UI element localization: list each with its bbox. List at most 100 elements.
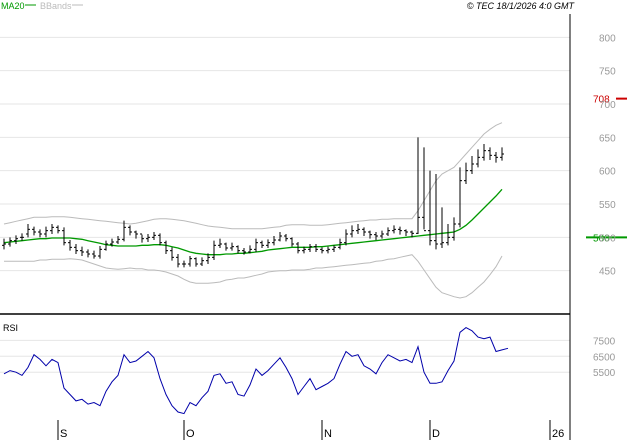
ma20-line bbox=[3, 188, 503, 256]
ohlc-bar bbox=[56, 225, 60, 234]
ohlc-bar bbox=[446, 224, 450, 246]
ohlc-bar bbox=[80, 246, 84, 256]
ohlc-bar bbox=[224, 242, 228, 251]
ohlc-bar bbox=[308, 244, 312, 252]
ohlc-bar bbox=[104, 240, 108, 251]
ohlc-bar bbox=[422, 147, 426, 232]
rsi-title: RSI bbox=[3, 323, 18, 333]
rsi-grid bbox=[0, 339, 570, 373]
ohlc-bar bbox=[440, 207, 444, 248]
ohlc-bar bbox=[386, 227, 390, 236]
ohlc-bar bbox=[188, 256, 192, 267]
ohlc-bar bbox=[470, 156, 474, 174]
ohlc-bar bbox=[314, 244, 318, 252]
ohlc-bar bbox=[458, 167, 462, 228]
ohlc-bar bbox=[248, 245, 252, 254]
ohlc-bar bbox=[254, 238, 258, 252]
ohlc-bar bbox=[146, 234, 150, 242]
ohlc-bar bbox=[290, 237, 294, 247]
ohlc-bar bbox=[404, 229, 408, 236]
ma20-legend: MA20 bbox=[1, 1, 25, 11]
ohlc-bar bbox=[488, 147, 492, 160]
ohlc-bar bbox=[2, 238, 6, 250]
ohlc-bar bbox=[494, 152, 498, 163]
bbands-legend: BBands bbox=[40, 1, 72, 11]
ohlc-bar bbox=[128, 225, 132, 236]
ohlc-bar bbox=[374, 232, 378, 240]
price-grid bbox=[0, 36, 570, 272]
ohlc-bar bbox=[482, 144, 486, 161]
ohlc-bar bbox=[8, 237, 12, 247]
ohlc-bar bbox=[266, 239, 270, 248]
x-tick-label: 26 bbox=[552, 428, 564, 440]
ohlc-bar bbox=[236, 245, 240, 254]
ohlc-bar bbox=[476, 149, 480, 168]
ohlc-bar bbox=[452, 217, 456, 241]
x-tick-label: D bbox=[432, 428, 440, 440]
ohlc-bar bbox=[110, 238, 114, 247]
ohlc-bar bbox=[230, 242, 234, 251]
ohlc-bar bbox=[278, 232, 282, 242]
ohlc-bar bbox=[20, 233, 24, 241]
price-tick-label: 650 bbox=[599, 133, 616, 144]
ohlc-bar bbox=[410, 230, 414, 238]
ohlc-bar bbox=[320, 247, 324, 254]
ohlc-bar bbox=[206, 253, 210, 264]
level-label: 500 bbox=[593, 233, 610, 244]
ohlc-bar bbox=[302, 246, 306, 254]
ohlc-bar bbox=[182, 260, 186, 268]
ohlc-bar bbox=[92, 250, 96, 259]
ohlc-bar bbox=[62, 227, 66, 246]
ohlc-bar bbox=[134, 230, 138, 239]
ohlc-bar bbox=[434, 174, 438, 250]
price-tick-label: 700 bbox=[599, 100, 616, 111]
bb-lower-line bbox=[4, 254, 503, 299]
ohlc-bar bbox=[362, 227, 366, 236]
price-tick-label: 800 bbox=[599, 33, 616, 44]
ohlc-bar bbox=[398, 226, 402, 235]
ohlc-bar bbox=[86, 249, 90, 258]
ohlc-bar bbox=[152, 232, 156, 240]
ohlc-bar bbox=[296, 242, 300, 254]
ohlc-bar bbox=[344, 229, 348, 246]
ohlc-bar bbox=[176, 254, 180, 268]
ohlc-bar bbox=[272, 236, 276, 246]
ohlc-bar bbox=[464, 162, 468, 184]
ohlc-bar bbox=[338, 238, 342, 250]
price-tick-label: 500 bbox=[599, 233, 616, 244]
ohlc-bar bbox=[38, 229, 42, 238]
ohlc-bar bbox=[218, 238, 222, 248]
price-axis: 800 750 700 650 600 550 500 450 bbox=[599, 33, 616, 277]
price-levels: 708 500 bbox=[586, 95, 627, 244]
ohlc-bar bbox=[500, 147, 504, 161]
ohlc-bar bbox=[116, 236, 120, 244]
ohlc-bar bbox=[200, 257, 204, 266]
ohlc-bar bbox=[368, 230, 372, 239]
rsi-tick-label: 7500 bbox=[593, 336, 616, 347]
rsi-tick-label: 5500 bbox=[593, 368, 616, 379]
bollinger-bands bbox=[3, 122, 503, 299]
ohlc-bar bbox=[326, 246, 330, 254]
ohlc-bar bbox=[74, 244, 78, 254]
price-tick-label: 750 bbox=[599, 67, 616, 78]
ohlc-bar bbox=[380, 230, 384, 239]
price-panel: 708 500 800 750 700 650 600 550 500 450 bbox=[0, 33, 627, 299]
rsi-panel: RSI 7500 6500 5500 bbox=[0, 323, 616, 415]
ohlc-bar bbox=[140, 233, 144, 243]
ohlc-bar bbox=[332, 245, 336, 252]
rsi-axis: 7500 6500 5500 bbox=[593, 336, 616, 379]
ohlc-bar bbox=[428, 170, 432, 246]
ohlc-bar bbox=[122, 220, 126, 242]
bb-upper-line bbox=[3, 122, 503, 230]
ohlc-bar bbox=[242, 248, 246, 255]
ohlc-bar bbox=[416, 137, 420, 234]
copyright-text: © TEC 18/1/2026 4:0 GMT bbox=[467, 1, 576, 11]
ohlc-bar bbox=[350, 225, 354, 238]
rsi-tick-label: 6500 bbox=[593, 352, 616, 363]
ohlc-bar bbox=[50, 224, 54, 234]
x-tick-label: O bbox=[186, 428, 195, 440]
rsi-line bbox=[3, 327, 509, 415]
ohlc-bar bbox=[44, 226, 48, 238]
x-axis: S O N D 26 bbox=[57, 420, 564, 440]
